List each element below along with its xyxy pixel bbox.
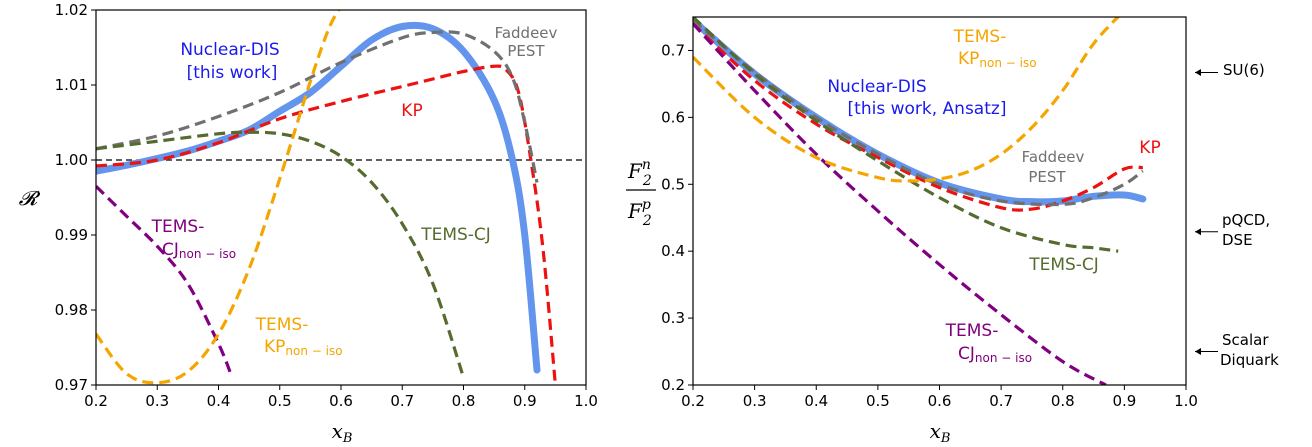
right-label-kp: KP bbox=[1139, 138, 1160, 158]
series-nuclear-dis-this-work-line bbox=[96, 21, 541, 374]
x-tick-label: 0.7 bbox=[989, 392, 1013, 410]
right-plot-frame bbox=[692, 16, 1187, 386]
series-tems-kp-non-iso-line bbox=[693, 17, 1121, 183]
left-label-tems-cj-noniso-line1: TEMS- bbox=[151, 217, 205, 237]
right-label-tems-cj: TEMS-CJ bbox=[1028, 255, 1099, 275]
right-label-tems-kp-noniso-line2: KPnon − iso bbox=[958, 49, 1037, 70]
y-tick-label: 0.98 bbox=[55, 301, 88, 319]
x-tick-label: 0.9 bbox=[513, 392, 537, 410]
series-tems-cj-non-iso-line bbox=[96, 185, 233, 375]
y-tick-label: 0.2 bbox=[661, 376, 685, 394]
right-label-tems-cj-noniso-line2: CJnon − iso bbox=[958, 344, 1032, 365]
svg-text:Fn2: Fn 2 bbox=[627, 157, 652, 189]
right-panel: 0.2 0.3 0.4 0.5 0.6 0.7 0.8 0.9 1.0 0.2 0.3 0.4 0.5 0… bbox=[626, 16, 1279, 446]
y-tick-label: 0.7 bbox=[661, 41, 685, 59]
left-x-axis-label: xB bbox=[332, 419, 353, 446]
left-label-kp: KP bbox=[401, 101, 422, 121]
x-tick-label: 0.2 bbox=[681, 392, 705, 410]
x-tick-label: 0.8 bbox=[1051, 392, 1075, 410]
series-faddeev-pest-line bbox=[693, 19, 1144, 207]
side-marker-arrowhead bbox=[1195, 69, 1201, 77]
y-tick-label: 0.5 bbox=[661, 175, 685, 193]
x-tick-label: 0.3 bbox=[145, 392, 169, 410]
series-tems-cj-line bbox=[693, 17, 1119, 253]
side-label-scalar-line2: Diquark bbox=[1220, 351, 1279, 369]
y-tick-label: 0.6 bbox=[661, 108, 685, 126]
side-marker-arrowhead bbox=[1195, 348, 1201, 356]
right-curves bbox=[693, 17, 1147, 385]
x-tick-label: 0.5 bbox=[866, 392, 890, 410]
series-tems-cj-non-iso-line bbox=[693, 22, 1107, 385]
left-y-axis-label: 𝓡 bbox=[19, 186, 41, 210]
side-label-pqcd-line2: DSE bbox=[1222, 231, 1253, 249]
x-tick-label: 0.4 bbox=[207, 392, 231, 410]
series-kp-line bbox=[96, 64, 557, 385]
right-y-axis-label: Fn 2 Fp 2 bbox=[626, 157, 656, 229]
x-tick-label: 0.3 bbox=[743, 392, 767, 410]
series-faddeev-pest-line bbox=[96, 30, 539, 183]
x-tick-label: 0.4 bbox=[804, 392, 828, 410]
side-label-pqcd-line1: pQCD, bbox=[1222, 211, 1270, 229]
y-tick-label: 1.02 bbox=[55, 1, 88, 19]
left-label-tems-cj: TEMS-CJ bbox=[420, 225, 491, 245]
x-tick-label: 0.5 bbox=[268, 392, 292, 410]
right-label-tems-cj-noniso-line1: TEMS- bbox=[945, 321, 999, 341]
left-plot-frame bbox=[95, 9, 587, 386]
left-label-faddeev-line1: Faddeev bbox=[495, 24, 558, 42]
left-label-nuclear-dis-line2: [this work] bbox=[187, 63, 278, 83]
series-tems-kp-non-iso-line bbox=[96, 10, 341, 385]
x-tick-label: 0.6 bbox=[928, 392, 952, 410]
right-label-faddeev-line1: Faddeev bbox=[1022, 148, 1085, 166]
series-tems-cj-line bbox=[96, 130, 466, 378]
right-side-markers bbox=[1195, 69, 1218, 356]
right-label-nuclear-dis-line1: Nuclear-DIS bbox=[827, 77, 926, 97]
x-tick-label: 0.9 bbox=[1112, 392, 1136, 410]
left-axis-ticks: 0.2 0.3 0.4 0.5 0.6 0.7 0.8 0.9 1.0 0.97 0.98 0.99 1… bbox=[55, 1, 598, 410]
x-tick-label: 0.6 bbox=[329, 392, 353, 410]
right-label-faddeev-line2: PEST bbox=[1028, 168, 1066, 186]
x-tick-label: 0.8 bbox=[452, 392, 476, 410]
right-axis-ticks: 0.2 0.3 0.4 0.5 0.6 0.7 0.8 0.9 1.0 0.2 0.3 0.4 0.5 0… bbox=[661, 41, 1198, 410]
y-tick-label: 0.97 bbox=[55, 376, 88, 394]
left-panel: 0.2 0.3 0.4 0.5 0.6 0.7 0.8 0.9 1.0 0.97 0.98 0.99 1… bbox=[19, 1, 598, 446]
right-label-tems-kp-noniso-line1: TEMS- bbox=[953, 27, 1007, 47]
y-tick-label: 0.3 bbox=[661, 309, 685, 327]
y-tick-label: 0.99 bbox=[55, 226, 88, 244]
left-label-tems-kp-noniso-line1: TEMS- bbox=[255, 315, 309, 335]
x-tick-label: 1.0 bbox=[1174, 392, 1198, 410]
left-label-faddeev-line2: PEST bbox=[507, 42, 545, 60]
y-tick-label: 1.00 bbox=[55, 151, 88, 169]
y-tick-label: 0.4 bbox=[661, 242, 685, 260]
right-x-axis-label: xB bbox=[930, 419, 951, 446]
left-label-nuclear-dis-line1: Nuclear-DIS bbox=[180, 40, 279, 60]
side-label-scalar-line1: Scalar bbox=[1222, 331, 1269, 349]
svg-text:Fp2: Fp 2 bbox=[627, 197, 652, 229]
right-label-nuclear-dis-line2: [this work, Ansatz] bbox=[848, 99, 1007, 119]
left-label-tems-kp-noniso-line2: KPnon − iso bbox=[264, 337, 343, 358]
side-marker-arrowhead bbox=[1195, 228, 1201, 236]
left-label-tems-cj-noniso-line2: CJnon − iso bbox=[162, 240, 236, 261]
series-kp-line bbox=[693, 22, 1143, 212]
y-tick-label: 1.01 bbox=[55, 76, 88, 94]
side-label-su6: SU(6) bbox=[1223, 61, 1265, 79]
x-tick-label: 0.7 bbox=[390, 392, 414, 410]
x-tick-label: 0.2 bbox=[84, 392, 108, 410]
x-tick-label: 1.0 bbox=[574, 392, 598, 410]
left-curves bbox=[96, 10, 586, 385]
